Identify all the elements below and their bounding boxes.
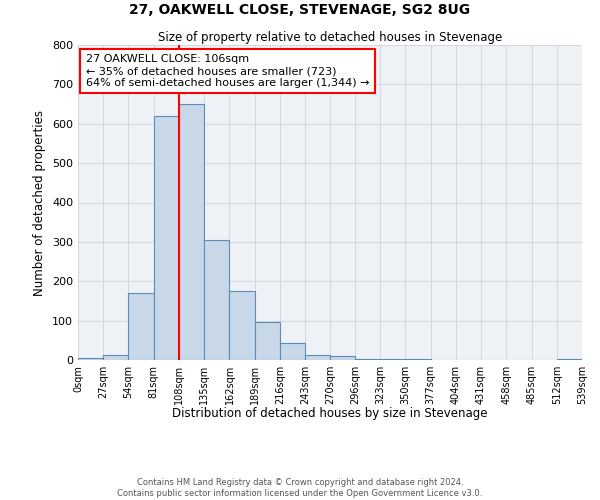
Bar	[280, 344, 305, 360]
Text: Contains HM Land Registry data © Crown copyright and database right 2024.
Contai: Contains HM Land Registry data © Crown c…	[118, 478, 482, 498]
Title: Size of property relative to detached houses in Stevenage: Size of property relative to detached ho…	[158, 31, 502, 44]
Bar	[380, 359, 405, 360]
Bar	[405, 359, 431, 360]
Bar	[128, 293, 154, 360]
Bar	[255, 322, 280, 360]
Bar	[179, 104, 204, 360]
Bar	[305, 356, 331, 360]
Text: 27 OAKWELL CLOSE: 106sqm
← 35% of detached houses are smaller (723)
64% of semi-: 27 OAKWELL CLOSE: 106sqm ← 35% of detach…	[86, 54, 369, 88]
Bar	[204, 240, 229, 360]
Bar	[557, 359, 582, 360]
Bar	[355, 359, 380, 360]
Text: 27, OAKWELL CLOSE, STEVENAGE, SG2 8UG: 27, OAKWELL CLOSE, STEVENAGE, SG2 8UG	[130, 2, 470, 16]
Bar	[154, 116, 179, 360]
X-axis label: Distribution of detached houses by size in Stevenage: Distribution of detached houses by size …	[172, 407, 488, 420]
Bar	[229, 291, 255, 360]
Y-axis label: Number of detached properties: Number of detached properties	[34, 110, 46, 296]
Bar	[103, 356, 128, 360]
Bar	[78, 358, 103, 360]
Bar	[331, 356, 355, 360]
